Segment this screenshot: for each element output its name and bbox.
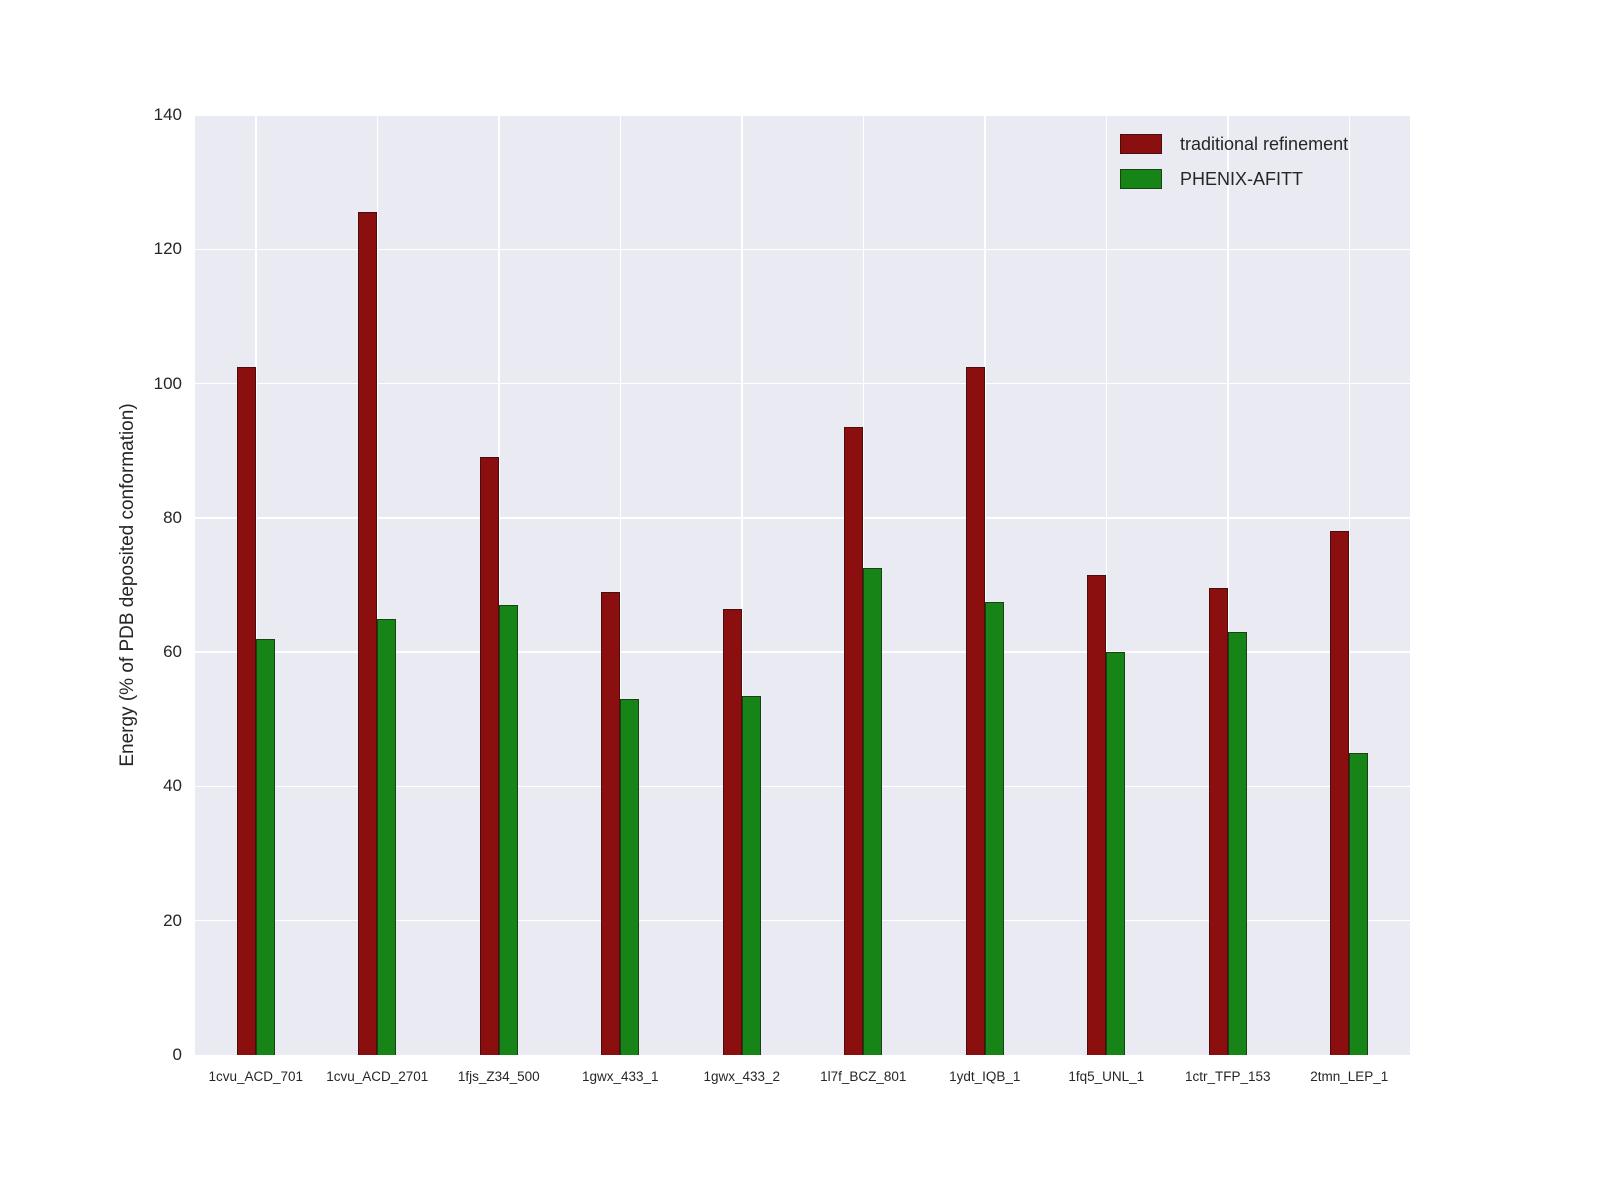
gridline-horizontal [195,517,1410,519]
y-tick-label: 80 [163,507,182,527]
bar-traditional-refinement [965,366,985,1055]
gridline-vertical [498,115,500,1055]
x-tick-label: 1fq5_UNL_1 [1068,1069,1145,1084]
bar-phenix-afitt [863,568,883,1055]
x-tick-label: 1cvu_ACD_701 [208,1069,304,1084]
x-tick-label: 1cvu_ACD_2701 [326,1069,429,1084]
legend-swatch-traditional-refinement [1120,134,1162,154]
gridline-vertical [376,115,378,1055]
gridline-horizontal [195,382,1410,385]
bar-phenix-afitt [377,618,397,1055]
y-tick-label: 60 [163,642,182,662]
bar-traditional-refinement [722,608,742,1055]
x-tick-label: 2tmn_LEP_1 [1310,1069,1389,1084]
gridline-horizontal [195,248,1410,251]
legend-item-phenix-afitt: PHENIX-AFITT [1120,168,1348,190]
gridline-horizontal [195,919,1410,922]
bar-traditional-refinement [844,427,864,1055]
bar-traditional-refinement [358,212,378,1055]
bar-phenix-afitt [255,638,275,1055]
bar-traditional-refinement [1087,574,1107,1055]
x-tick-label: 1l7f_BCZ_801 [820,1069,907,1084]
bar-traditional-refinement [1330,531,1350,1055]
gridline-horizontal [195,785,1410,788]
gridline-horizontal [195,114,1410,116]
plot-area: traditional refinement PHENIX-AFITT [195,114,1410,1055]
bar-phenix-afitt [498,605,518,1055]
y-tick-label: 20 [163,910,182,930]
x-tick-label: 1gwx_433_2 [703,1069,781,1084]
x-tick-label: 1ydt_IQB_1 [949,1069,1021,1084]
gridline-vertical [1227,115,1229,1055]
bar-phenix-afitt [1349,752,1369,1055]
gridline-vertical [1348,115,1350,1055]
gridline-vertical [1105,115,1107,1055]
bar-phenix-afitt [1106,652,1126,1055]
gridline-vertical [741,115,743,1055]
bar-phenix-afitt [741,695,761,1055]
y-tick-label: 100 [153,373,182,393]
y-tick-label: 0 [172,1045,182,1064]
y-tick-label: 40 [163,776,182,796]
bar-phenix-afitt [620,699,640,1055]
bar-traditional-refinement [479,457,499,1055]
bar-traditional-refinement [601,591,621,1055]
gridline-vertical [619,115,621,1055]
gridline-vertical [255,115,257,1055]
y-tick-label: 120 [153,239,182,259]
legend-item-traditional-refinement: traditional refinement [1120,133,1348,155]
bar-traditional-refinement [236,366,256,1055]
y-tick-label: 140 [153,105,182,124]
legend: traditional refinement PHENIX-AFITT [1120,133,1348,190]
x-tick-label: 1ctr_TFP_153 [1184,1069,1271,1084]
gridline-vertical [984,115,986,1055]
gridline-horizontal [195,651,1410,653]
bar-phenix-afitt [984,601,1004,1055]
y-axis-label: Energy (% of PDB deposited conformation) [117,403,138,767]
legend-swatch-phenix-afitt [1120,169,1162,189]
x-tick-label: 1fjs_Z34_500 [457,1069,540,1084]
bar-traditional-refinement [1208,588,1228,1055]
legend-label-traditional-refinement: traditional refinement [1180,134,1349,154]
x-tick-label: 1gwx_433_1 [581,1069,659,1084]
bar-phenix-afitt [1227,632,1247,1055]
legend-label-phenix-afitt: PHENIX-AFITT [1180,169,1304,189]
